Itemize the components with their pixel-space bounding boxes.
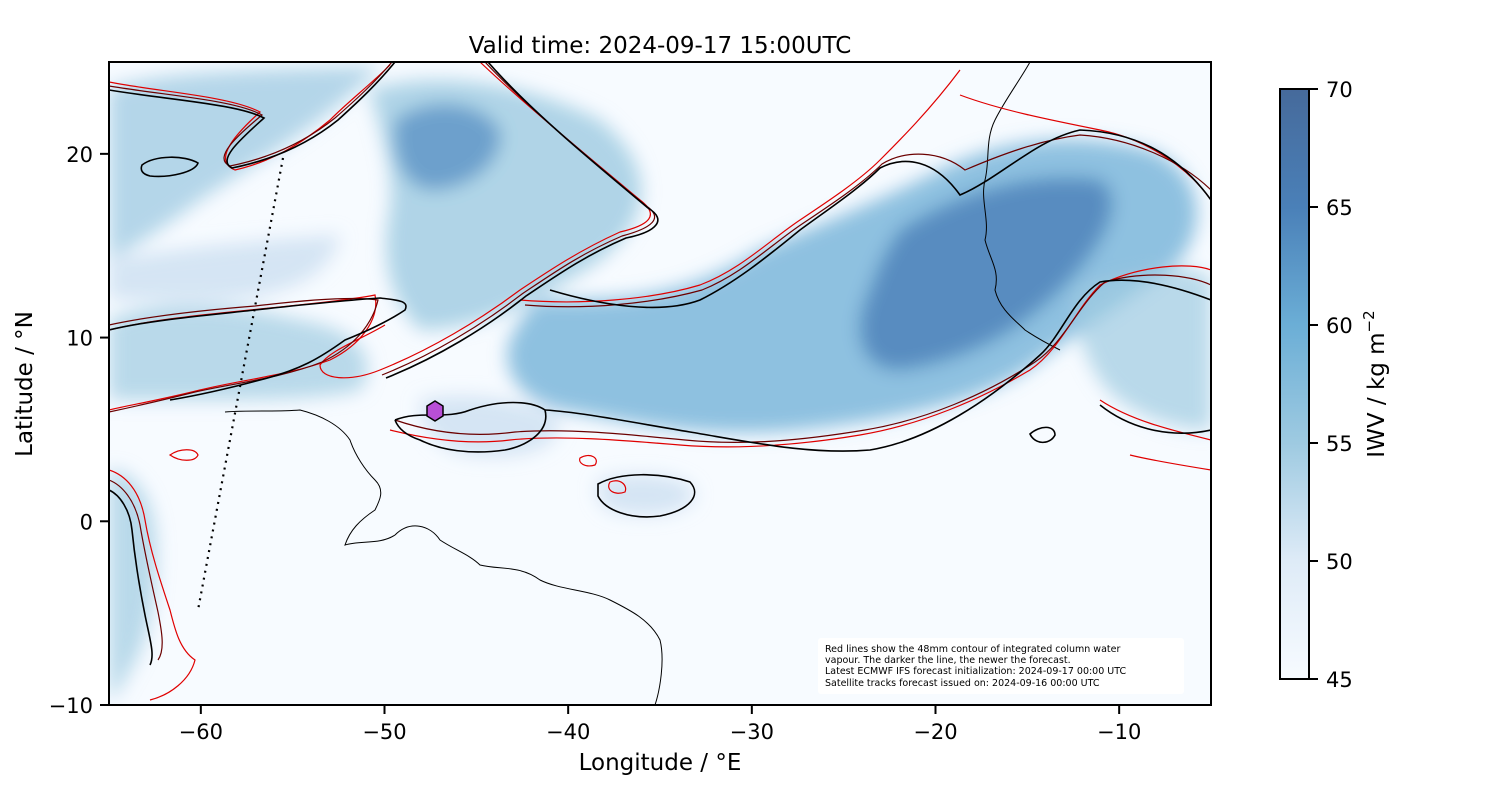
y-axis: 20 10 0 −10: [49, 143, 109, 718]
iwv-band-east: [1076, 269, 1211, 430]
colorbar-tick-label: 60: [1326, 314, 1353, 338]
contour-older-small: [168, 449, 627, 494]
x-tick-label: −30: [730, 720, 774, 744]
colorbar: 70 65 60 55 50 45 IWV / kg m−2: [1279, 78, 1390, 692]
iwv-field: [109, 66, 1211, 700]
y-tick-label: 10: [66, 327, 93, 351]
contour-previous-itcz-s: [394, 274, 1211, 443]
contour-previous-southwest: [109, 479, 163, 661]
contour-previous-caribbean: [109, 297, 379, 413]
annotation-note-box: [818, 638, 1184, 694]
location-marker-hexagon: [426, 400, 444, 422]
contour-latest-lowcentral: [394, 401, 547, 453]
contour-latest-southwest: [109, 489, 153, 666]
coastlines: [224, 62, 1061, 705]
colorbar-tick-label: 65: [1326, 196, 1353, 220]
contour-latest-blob-south: [597, 473, 696, 518]
iwv-band-west: [109, 235, 340, 300]
x-tick-label: −20: [913, 720, 957, 744]
annotation-note: Red lines show the 48mm contour of integ…: [818, 638, 1184, 694]
map-frame: [108, 61, 1212, 706]
colorbar-tick-label: 55: [1326, 432, 1353, 456]
x-tick-label: −50: [362, 720, 406, 744]
annotation-note-line-2: vapour. The darker the line, the newer t…: [825, 655, 1071, 666]
x-tick-label: −40: [546, 720, 590, 744]
y-tick-label: 20: [66, 143, 93, 167]
contour-previous-itcz: [524, 134, 1211, 308]
colorbar-ticks: 70 65 60 55 50 45: [1309, 78, 1353, 692]
coastline-africa: [983, 62, 1061, 351]
y-tick-label: −10: [49, 694, 93, 718]
y-axis-label: Latitude / °N: [12, 311, 38, 457]
annotation-note-line-3: Latest ECMWF IFS forecast initialization…: [825, 666, 1126, 677]
annotation-note-line-4: Satellite tracks forecast issued on: 202…: [825, 678, 1100, 689]
contour-latest-caribbean: [109, 297, 407, 401]
contour-latest-itcz-s: [544, 279, 1211, 452]
x-tick-label: −60: [179, 720, 223, 744]
contour-latest-nw: [109, 62, 396, 169]
x-axis-label: Longitude / °E: [579, 750, 742, 776]
colorbar-label: IWV / kg m−2: [1360, 310, 1390, 457]
annotation-note-line-1: Red lines show the 48mm contour of integ…: [825, 644, 1120, 655]
map-plot-area: [109, 62, 1211, 705]
contour-older-itcz-s: [389, 265, 1211, 448]
contour-latest-itcz: [549, 129, 1211, 309]
iwv-blob-south: [597, 475, 695, 515]
contour-older-east: [1099, 399, 1211, 471]
contour-latest-central: [385, 62, 659, 379]
coastline-south-america: [224, 409, 663, 705]
colorbar-label-superscript: −2: [1360, 310, 1378, 332]
y-tick-label: 0: [80, 510, 93, 534]
iwv-band-southwest: [109, 470, 157, 700]
contour-older-southwest: [109, 469, 196, 701]
iwv-band-caribbean: [109, 305, 368, 400]
map-title: Valid time: 2024-09-17 15:00UTC: [469, 33, 852, 59]
contour-older-nw: [109, 64, 391, 171]
iwv-core-central: [393, 103, 501, 190]
contour-latest-island-nw: [140, 156, 199, 178]
contours-latest: [109, 62, 1211, 666]
contour-latest-east: [1099, 404, 1211, 434]
contours-previous: [109, 62, 1211, 661]
colorbar-tick-label: 70: [1326, 78, 1353, 102]
colorbar-tick-label: 45: [1326, 668, 1353, 692]
iwv-core-itcz: [860, 177, 1113, 370]
x-tick-label: −10: [1097, 720, 1141, 744]
colorbar-label-text: IWV / kg m: [1364, 332, 1390, 457]
x-axis: −60 −50 −40 −30 −20 −10: [179, 705, 1141, 744]
colorbar-tick-label: 50: [1326, 550, 1353, 574]
colorbar-gradient: [1279, 88, 1310, 680]
contour-latest-blob-east: [1029, 426, 1056, 444]
